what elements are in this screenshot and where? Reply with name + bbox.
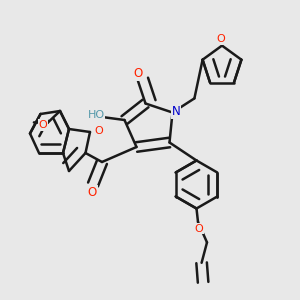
Text: O: O bbox=[134, 67, 142, 80]
Text: O: O bbox=[88, 185, 97, 199]
Text: O: O bbox=[194, 224, 203, 234]
Text: O: O bbox=[38, 120, 47, 130]
Text: N: N bbox=[172, 105, 181, 118]
Text: O: O bbox=[94, 126, 103, 136]
Text: O: O bbox=[216, 34, 225, 44]
Text: HO: HO bbox=[87, 110, 105, 121]
